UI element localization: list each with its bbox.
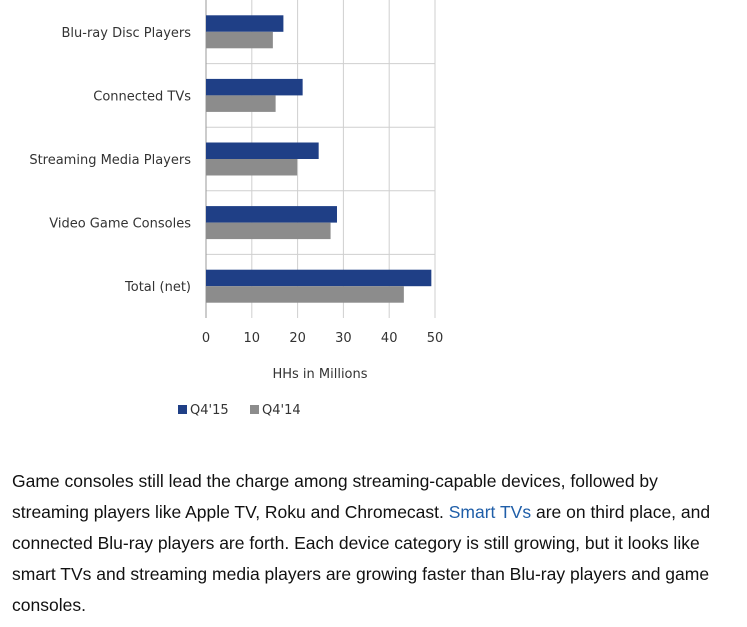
paragraph-text-end: are on third place, and connected Blu-ra…: [12, 502, 711, 615]
smart-tvs-link[interactable]: Smart TVs: [448, 502, 532, 522]
x-tick-label: 30: [335, 331, 352, 346]
bar-q4-14: [206, 159, 298, 176]
legend: Q4'15 Q4'14: [178, 403, 301, 418]
legend-label-q4-15: Q4'15: [190, 403, 229, 418]
x-tick-label: 20: [289, 331, 306, 346]
bar-q4-15: [206, 142, 319, 159]
bar-q4-15: [206, 78, 303, 96]
x-tick-label: 50: [427, 331, 444, 346]
paragraph-text-start: Game consoles still lead the charge amon…: [12, 471, 658, 522]
bar-q4-14: [206, 286, 404, 303]
bar-q4-14: [206, 95, 276, 112]
category-labels: Blu-ray Disc Players Connected TVs Streami…: [29, 26, 191, 295]
bar-chart: Blu-ray Disc Players Connected TVs Streami…: [29, 0, 443, 418]
x-axis-title: HHs in Millions: [272, 367, 367, 382]
legend-swatch-q4-15: [178, 405, 187, 414]
category-label: Streaming Media Players: [29, 153, 191, 168]
x-tick-labels: 0 10 20 30 40 50: [202, 331, 443, 346]
x-tick-label: 10: [244, 331, 261, 346]
x-tick-label: 40: [381, 331, 398, 346]
bar-q4-15: [206, 269, 432, 287]
category-label: Video Game Consoles: [49, 217, 191, 232]
bar-q4-14: [206, 31, 273, 49]
bar-q4-15: [206, 15, 284, 32]
gridlines: [205, 0, 436, 318]
bars: [206, 15, 432, 303]
article-paragraph: Game consoles still lead the charge amon…: [12, 466, 738, 621]
x-tick-label: 0: [202, 331, 210, 346]
category-label: Connected TVs: [93, 89, 191, 104]
legend-label-q4-14: Q4'14: [262, 403, 301, 418]
category-label: Blu-ray Disc Players: [62, 26, 192, 41]
legend-swatch-q4-14: [250, 405, 259, 414]
bar-q4-14: [206, 222, 331, 240]
category-label: Total (net): [124, 280, 191, 295]
bar-q4-15: [206, 206, 337, 223]
